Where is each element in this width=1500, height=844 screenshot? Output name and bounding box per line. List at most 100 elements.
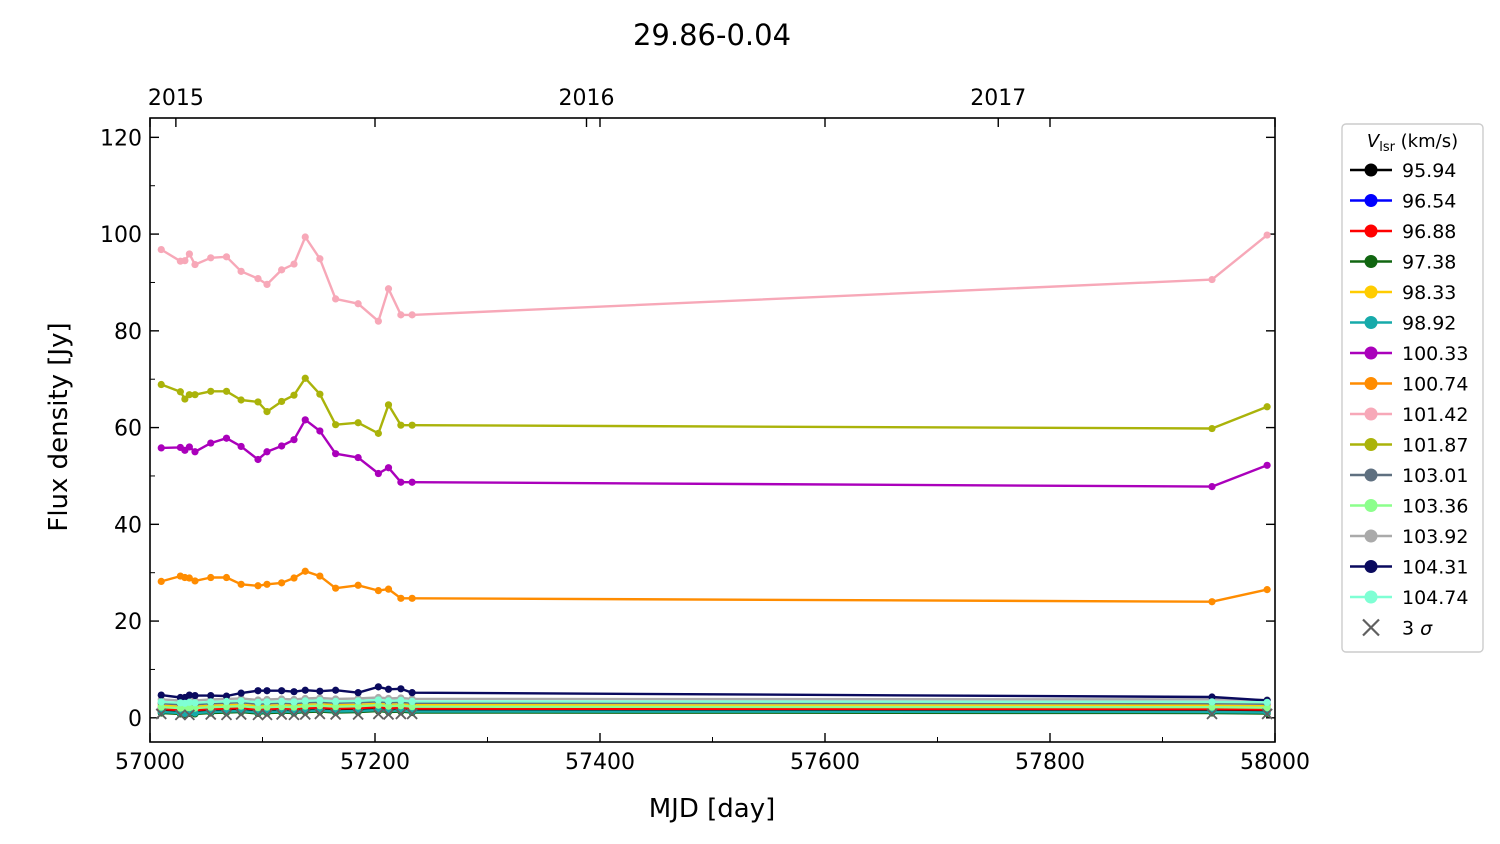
data-point (263, 698, 271, 706)
sigma-marker (1206, 708, 1218, 720)
data-point (207, 691, 215, 700)
y-tick-label: 40 (114, 513, 142, 538)
sigma-marker (372, 708, 385, 720)
data-point (237, 697, 245, 705)
data-point (157, 691, 165, 699)
data-point (354, 581, 362, 589)
sigma-marker (174, 709, 187, 721)
data-point (290, 436, 298, 444)
legend-label: 103.92 (1402, 526, 1468, 548)
data-point (384, 401, 393, 409)
data-point (316, 572, 324, 580)
data-point (1208, 703, 1216, 711)
x-axis-label: MJD [day] (649, 794, 776, 824)
data-point (408, 697, 416, 705)
data-point (290, 260, 298, 268)
data-point (290, 391, 298, 399)
data-point (408, 703, 416, 711)
data-point (301, 567, 309, 575)
data-point (278, 687, 286, 695)
data-point (254, 455, 262, 464)
series-100.74 (157, 567, 1271, 606)
data-point (374, 586, 382, 595)
data-point (237, 267, 245, 275)
sigma-marker (395, 708, 407, 720)
sigma-marker (406, 708, 418, 720)
data-point (384, 702, 393, 710)
y-tick-label: 100 (100, 223, 142, 248)
x-tick-label: 57000 (115, 750, 185, 775)
legend-item-98.92: 98.92 (1350, 313, 1456, 335)
x-tick-label: 57600 (790, 750, 860, 775)
top-year-label: 2015 (148, 86, 204, 111)
legend-label: 95.94 (1402, 160, 1456, 182)
data-point (278, 579, 286, 587)
legend-swatch-marker (1364, 590, 1378, 604)
data-point (384, 585, 393, 593)
sigma-marker (329, 708, 342, 721)
data-point (263, 687, 271, 695)
sigma-marker (261, 709, 273, 721)
data-point (1208, 275, 1216, 284)
legend-box (1341, 123, 1484, 653)
legend-swatch-marker (1364, 438, 1378, 451)
data-point (397, 702, 405, 710)
data-point (207, 439, 215, 447)
data-point (374, 429, 382, 437)
data-point (384, 464, 393, 472)
sigma-marker (155, 708, 167, 720)
data-point (278, 442, 286, 450)
legend-label: 104.74 (1402, 587, 1468, 609)
data-point (408, 594, 416, 602)
y-tick-label: 20 (114, 610, 142, 635)
data-point (1263, 698, 1271, 706)
data-point (191, 448, 199, 456)
ticks-layer: 57000 57200 57400 57600 57800 58000 0 20 40 60 80 1… (100, 86, 1310, 775)
data-point (157, 245, 165, 254)
data-point (354, 702, 362, 710)
data-point (290, 688, 298, 696)
legend-item-98.33: 98.33 (1350, 282, 1456, 304)
data-point (354, 689, 362, 697)
data-point (157, 703, 165, 711)
data-point (254, 274, 262, 283)
data-point (1208, 482, 1216, 491)
x-tick-label: 57800 (1015, 750, 1085, 775)
data-point (237, 396, 245, 404)
data-point (1263, 704, 1271, 712)
data-point (301, 686, 309, 694)
data-point (237, 689, 245, 697)
sigma-marker (352, 708, 364, 721)
data-point (397, 594, 405, 602)
data-point (397, 478, 405, 486)
data-point (1263, 231, 1271, 239)
chart-title: 29.86-0.04 (633, 18, 791, 52)
data-point (408, 311, 416, 319)
data-point (278, 703, 286, 711)
data-point (263, 280, 271, 288)
legend-item-97.38: 97.38 (1350, 252, 1456, 274)
data-point (1263, 403, 1271, 411)
data-point (290, 698, 298, 706)
data-point (191, 260, 199, 269)
data-point (332, 703, 340, 711)
legend-swatch-marker (1364, 407, 1378, 421)
x-tick-label: 57200 (340, 750, 410, 775)
legend-title-unit: (km/s) (1395, 131, 1458, 152)
legend-sigma-prefix: 3 (1402, 618, 1420, 640)
legend-swatch-marker (1364, 377, 1378, 390)
data-point (374, 317, 382, 325)
data-point (397, 696, 405, 705)
legend-swatch-marker (1364, 224, 1378, 238)
series-101.87 (157, 374, 1271, 437)
data-point (222, 573, 231, 582)
series-layer (155, 231, 1273, 721)
data-point (254, 687, 262, 695)
data-point (316, 255, 324, 263)
data-point (237, 442, 245, 451)
x-tick-label: 58000 (1240, 750, 1310, 775)
data-point (176, 388, 184, 396)
legend-item-103.92: 103.92 (1350, 526, 1468, 548)
data-point (222, 697, 231, 705)
